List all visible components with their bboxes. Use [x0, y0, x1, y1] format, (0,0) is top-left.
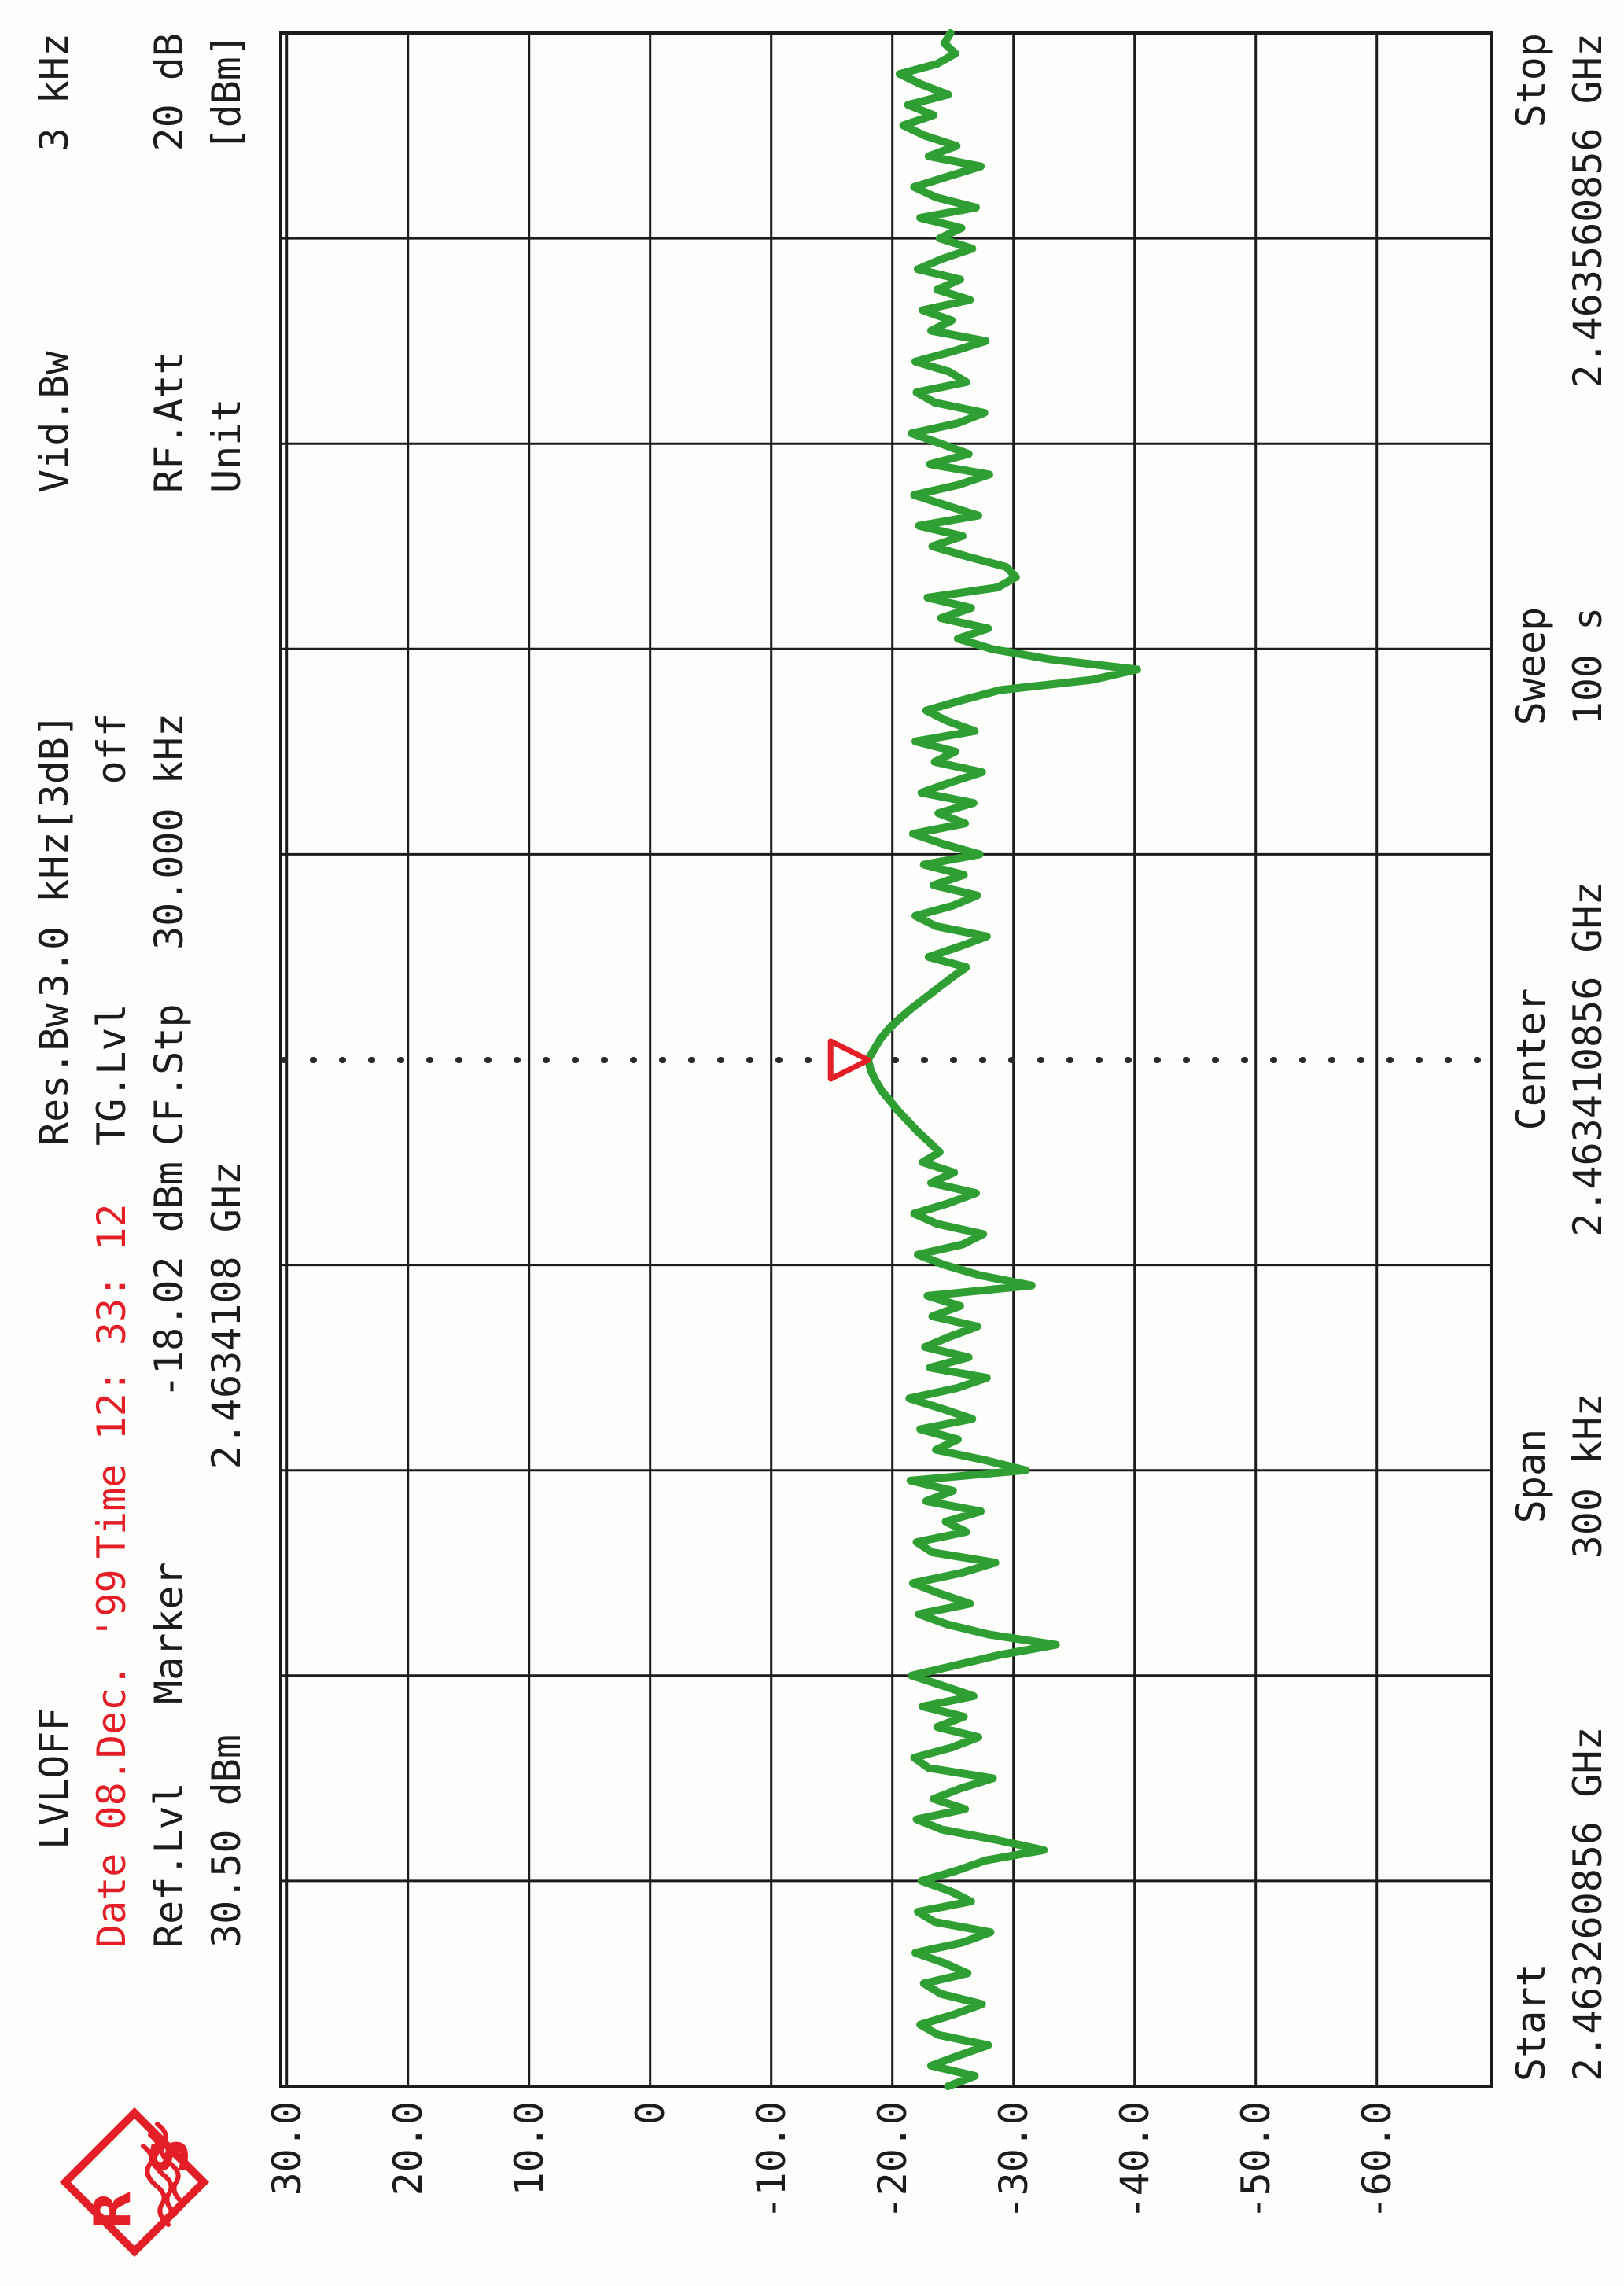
date-label: Date 08.Dec. '99	[89, 1569, 134, 1948]
level-axis-label: -10.0	[748, 2101, 794, 2220]
freq-stop-value: 2.463560856 GHz	[1565, 33, 1611, 388]
freq-start-value: 2.463260856 GHz	[1565, 1726, 1611, 2082]
unit-value: [dBm]	[204, 33, 249, 152]
grid-frame	[279, 31, 1493, 2088]
level-axis-label: -20.0	[869, 2101, 915, 2220]
rf-att-value: 20 dB	[146, 33, 192, 152]
level-axis-label: -40.0	[1111, 2101, 1158, 2220]
ref-lvl-value: 30.50 dBm	[204, 1735, 249, 1948]
cf-stp-value: 30.000 kHz	[146, 713, 192, 951]
freq-span-value: 300 kHz	[1565, 1393, 1611, 1559]
freq-center-value: 2.463410856 GHz	[1565, 882, 1611, 1237]
marker-level-value: -18.02 dBm	[146, 1161, 192, 1399]
rs-logo: RS	[59, 2107, 210, 2258]
freq-sweep-label: Sweep	[1508, 606, 1554, 726]
level-axis-label: 30.0	[263, 2101, 310, 2196]
level-axis-label: -30.0	[990, 2101, 1037, 2220]
marker-triangle-icon	[827, 1038, 871, 1082]
svg-text:S: S	[142, 2138, 200, 2174]
freq-stop-label: Stop	[1508, 33, 1554, 128]
tg-lvl-value: off	[89, 713, 134, 785]
freq-start-label: Start	[1508, 1963, 1554, 2082]
freq-span-label: Span	[1508, 1428, 1554, 1524]
freq-center-label: Center	[1508, 988, 1554, 1131]
marker-freq-value: 2.4634108 GHz	[204, 1161, 249, 1470]
ref-lvl-label: Ref.Lvl	[146, 1782, 192, 1948]
level-axis-label: 20.0	[385, 2101, 431, 2196]
level-axis-label: -60.0	[1353, 2101, 1400, 2220]
res-bw-value: 3.0 kHz[3dB]	[31, 713, 77, 998]
time-label: Time 12: 33: 12	[89, 1203, 134, 1559]
vid-bw-value: 3 kHz	[31, 33, 77, 152]
level-axis-label: -50.0	[1232, 2101, 1279, 2220]
svg-text:R: R	[84, 2191, 142, 2229]
freq-sweep-value: 100 s	[1565, 606, 1611, 726]
softkey-status-label: LVLOFF	[31, 1707, 77, 1850]
marker-label: Marker	[146, 1562, 192, 1704]
level-axis-label: 0	[627, 2101, 673, 2126]
level-axis-label: 10.0	[506, 2101, 552, 2196]
